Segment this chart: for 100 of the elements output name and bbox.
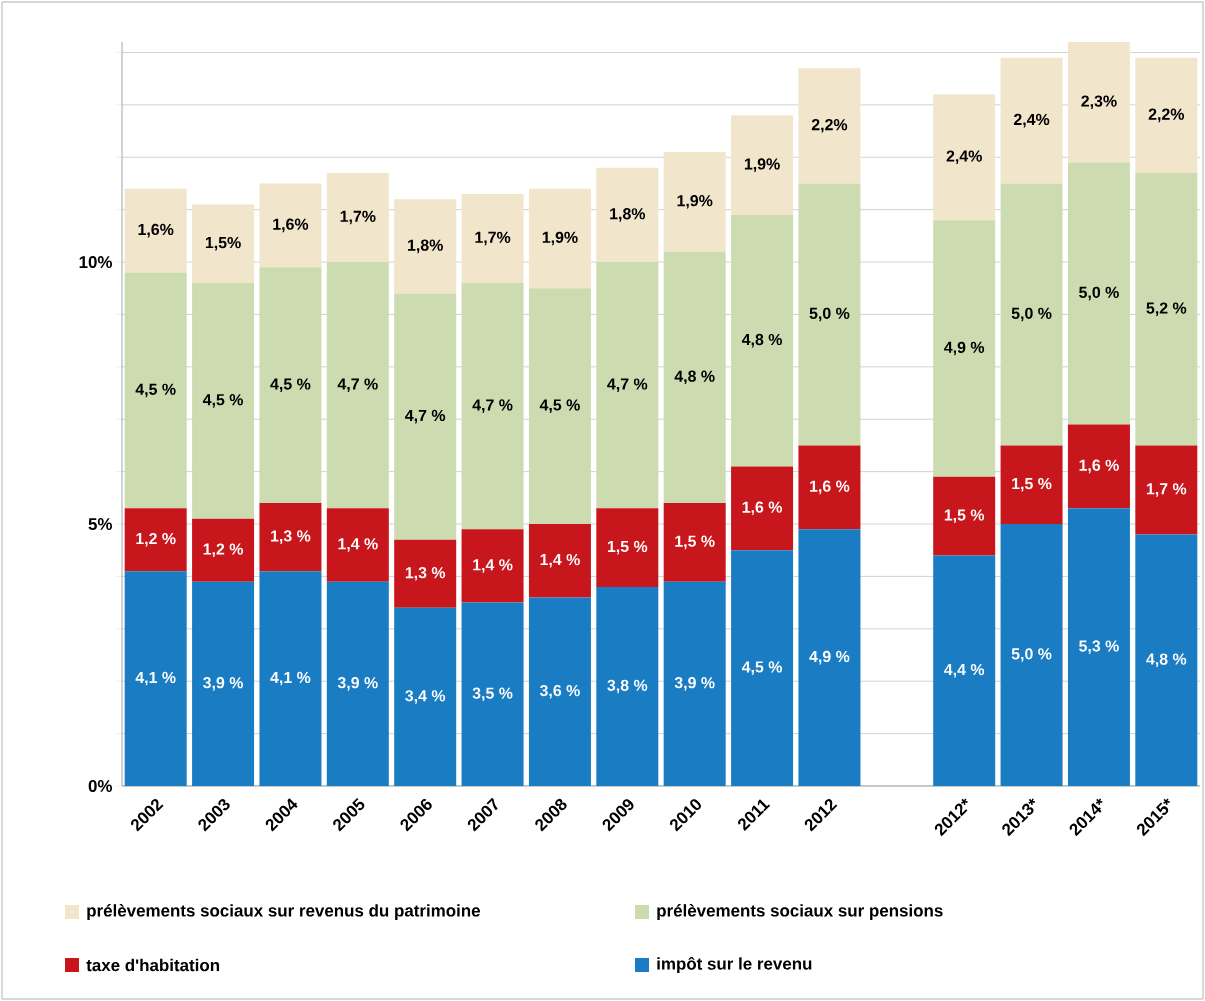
data-label: 1,5 % (607, 540, 648, 555)
bar (259, 571, 322, 786)
data-label: 1,6 % (742, 501, 783, 516)
bar (933, 220, 996, 477)
bar (933, 94, 996, 221)
data-label: 3,6 % (539, 684, 580, 699)
data-label: 2,4% (946, 150, 982, 165)
y-tick-label: 10% (79, 256, 113, 269)
data-label: 4,5 % (741, 661, 783, 675)
bar (1000, 183, 1063, 446)
bar (1000, 57, 1063, 184)
data-label: 1,3 % (271, 530, 311, 544)
data-label: 1,6% (273, 218, 309, 233)
data-label: 5,0 % (1079, 286, 1119, 301)
y-tick-label: 5% (88, 518, 113, 530)
bar (663, 581, 726, 786)
data-label: 4,5 % (539, 399, 580, 413)
data-label: 1,7 % (1146, 483, 1187, 497)
legend-label: impôt sur le revenu (657, 956, 812, 974)
bar (259, 183, 322, 268)
data-label: 1,6 % (1079, 459, 1119, 474)
bar (663, 251, 726, 504)
legend-label: prélèvements sociaux sur pensions (657, 904, 943, 920)
data-label: 4,5 % (202, 394, 244, 408)
data-label: 1,9% (744, 158, 780, 172)
data-label: 4,1 % (135, 671, 176, 686)
data-label: 4,9 % (809, 650, 850, 665)
bar (798, 183, 861, 446)
data-label: 1,3 % (405, 567, 446, 581)
bar (394, 539, 457, 608)
data-label: 1,5 % (1012, 477, 1052, 492)
bar (124, 188, 187, 273)
data-label: 4,5 % (270, 378, 311, 392)
data-label: 3,9 % (203, 677, 244, 691)
bar (1000, 445, 1063, 525)
bar (1135, 172, 1198, 446)
bar (124, 571, 187, 786)
data-label: 5,3 % (1079, 640, 1119, 654)
bar (394, 293, 457, 540)
data-label: 1,8% (610, 208, 646, 222)
data-label: 4,8 % (1146, 653, 1187, 668)
bar (326, 508, 389, 582)
bar (798, 529, 861, 786)
data-label: 4,7 % (405, 409, 446, 424)
bar (259, 267, 322, 504)
data-label: 1,4 % (473, 559, 513, 573)
data-label: 4,9 % (944, 341, 985, 356)
bar (461, 529, 524, 603)
data-label: 3,4 % (405, 690, 446, 704)
bar (192, 518, 255, 582)
bar (124, 272, 187, 509)
data-label: 2,4% (1013, 113, 1050, 128)
data-label: 1,9% (542, 231, 578, 246)
bar (394, 199, 457, 294)
data-label: 4,5 % (135, 383, 176, 398)
bar (1000, 524, 1063, 786)
data-label: 3,9 % (337, 677, 378, 691)
data-label: 4,7 % (607, 378, 648, 392)
bar (596, 262, 659, 509)
bar (596, 167, 659, 263)
data-label: 2,2% (811, 119, 848, 133)
bar (731, 466, 794, 551)
data-label: 1,5 % (944, 509, 985, 523)
data-label: 1,8% (408, 239, 443, 254)
data-label: 1,5% (205, 236, 241, 251)
bar (663, 152, 726, 252)
data-label: 1,6 % (810, 480, 850, 495)
bar (528, 524, 591, 598)
bar (731, 550, 794, 786)
bar (461, 283, 524, 530)
bar (192, 204, 255, 284)
bar (461, 602, 524, 786)
bar (326, 262, 389, 509)
bar (461, 193, 524, 284)
y-tick-label: 0% (88, 780, 113, 792)
data-label: 2,3% (1081, 95, 1117, 110)
data-label: 5,0 % (1011, 648, 1052, 662)
data-label: 1,6% (138, 223, 174, 238)
bar (528, 288, 591, 525)
data-label: 5,0 % (1011, 307, 1052, 322)
bar (596, 586, 659, 786)
data-label: 4,7 % (472, 399, 513, 413)
bar (1135, 57, 1198, 173)
data-label: 5,0 % (809, 307, 850, 322)
bar (528, 188, 591, 289)
bar (933, 555, 996, 786)
data-label: 1,4 % (338, 538, 378, 552)
bar (1135, 534, 1198, 786)
data-label: 1,7% (475, 231, 511, 246)
bar (394, 607, 457, 786)
data-label: 4,4 % (944, 663, 985, 678)
bar (1067, 508, 1130, 786)
bar (596, 508, 659, 587)
bar (731, 115, 794, 215)
data-label: 3,9 % (674, 677, 715, 691)
data-label: 2,2% (1148, 108, 1185, 123)
data-label: 3,8 % (607, 679, 648, 694)
bar (1067, 41, 1130, 163)
data-label: 4,8 % (741, 333, 783, 348)
data-label: 1,2 % (203, 543, 244, 558)
